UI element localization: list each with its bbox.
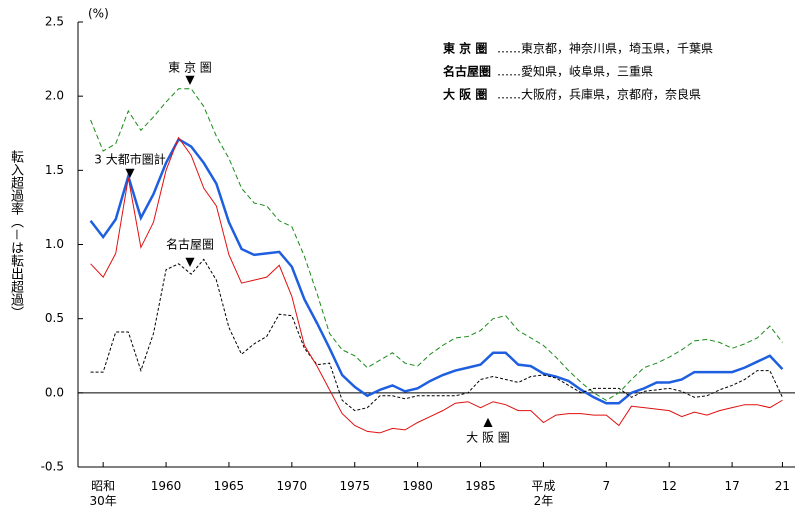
legend-term: 東 京 圏 bbox=[443, 41, 487, 56]
series-line bbox=[89, 137, 784, 405]
x-tick-label: 1965 bbox=[213, 479, 245, 493]
x-tick-label: 21 bbox=[774, 479, 791, 493]
x-tick-label: 1985 bbox=[465, 479, 496, 493]
series-line bbox=[90, 88, 783, 401]
legend-term: 大 阪 圏 bbox=[443, 87, 487, 102]
y-tick-label: -0.5 bbox=[41, 460, 64, 474]
y-tick-label: 2.0 bbox=[45, 89, 64, 103]
y-tick-label: 0.0 bbox=[45, 385, 64, 399]
y-tick-label: 0.5 bbox=[45, 311, 64, 325]
series-label: 名古屋圏 bbox=[166, 237, 214, 252]
x-tick-label: 昭和 30年 bbox=[89, 479, 117, 508]
legend-desc: ……大阪府，兵庫県，京都府，奈良県 bbox=[497, 87, 701, 102]
pointer: ▼ bbox=[185, 255, 195, 269]
y-tick-label: 1.5 bbox=[45, 163, 64, 177]
x-tick-label: 1980 bbox=[402, 479, 433, 493]
series-label: 東 京 圏 bbox=[168, 61, 212, 75]
pointer: ▲ bbox=[483, 415, 493, 429]
x-tick-label: 1975 bbox=[339, 479, 370, 493]
x-tick-label: 12 bbox=[661, 479, 677, 493]
y-axis-label: 転入超過率（－は転出超過） bbox=[8, 150, 23, 320]
legend-desc: ……東京都，神奈川県，埼玉県，千葉県 bbox=[497, 42, 713, 56]
series-label: 3 大都市圏計 bbox=[94, 152, 165, 167]
y-tick-label: 2.5 bbox=[45, 15, 64, 29]
pointer: ▼ bbox=[125, 166, 135, 180]
x-tick-label: 平成 2年 bbox=[531, 479, 556, 508]
legend-term: 名古屋圏 bbox=[443, 64, 491, 79]
x-tick-label: 17 bbox=[724, 479, 740, 493]
x-tick-label: 7 bbox=[602, 479, 611, 493]
series-line bbox=[90, 258, 783, 412]
y-tick-label: 1.0 bbox=[45, 237, 64, 251]
x-tick-label: 1960 bbox=[150, 479, 182, 493]
pointer: ▼ bbox=[185, 73, 195, 87]
x-tick-label: 1970 bbox=[276, 479, 308, 493]
series-line bbox=[90, 136, 783, 434]
series-label: 大 阪 圏 bbox=[466, 431, 510, 445]
unit: (%) bbox=[88, 7, 109, 21]
legend-desc: ……愛知県，岐阜県，三重県 bbox=[497, 65, 653, 79]
